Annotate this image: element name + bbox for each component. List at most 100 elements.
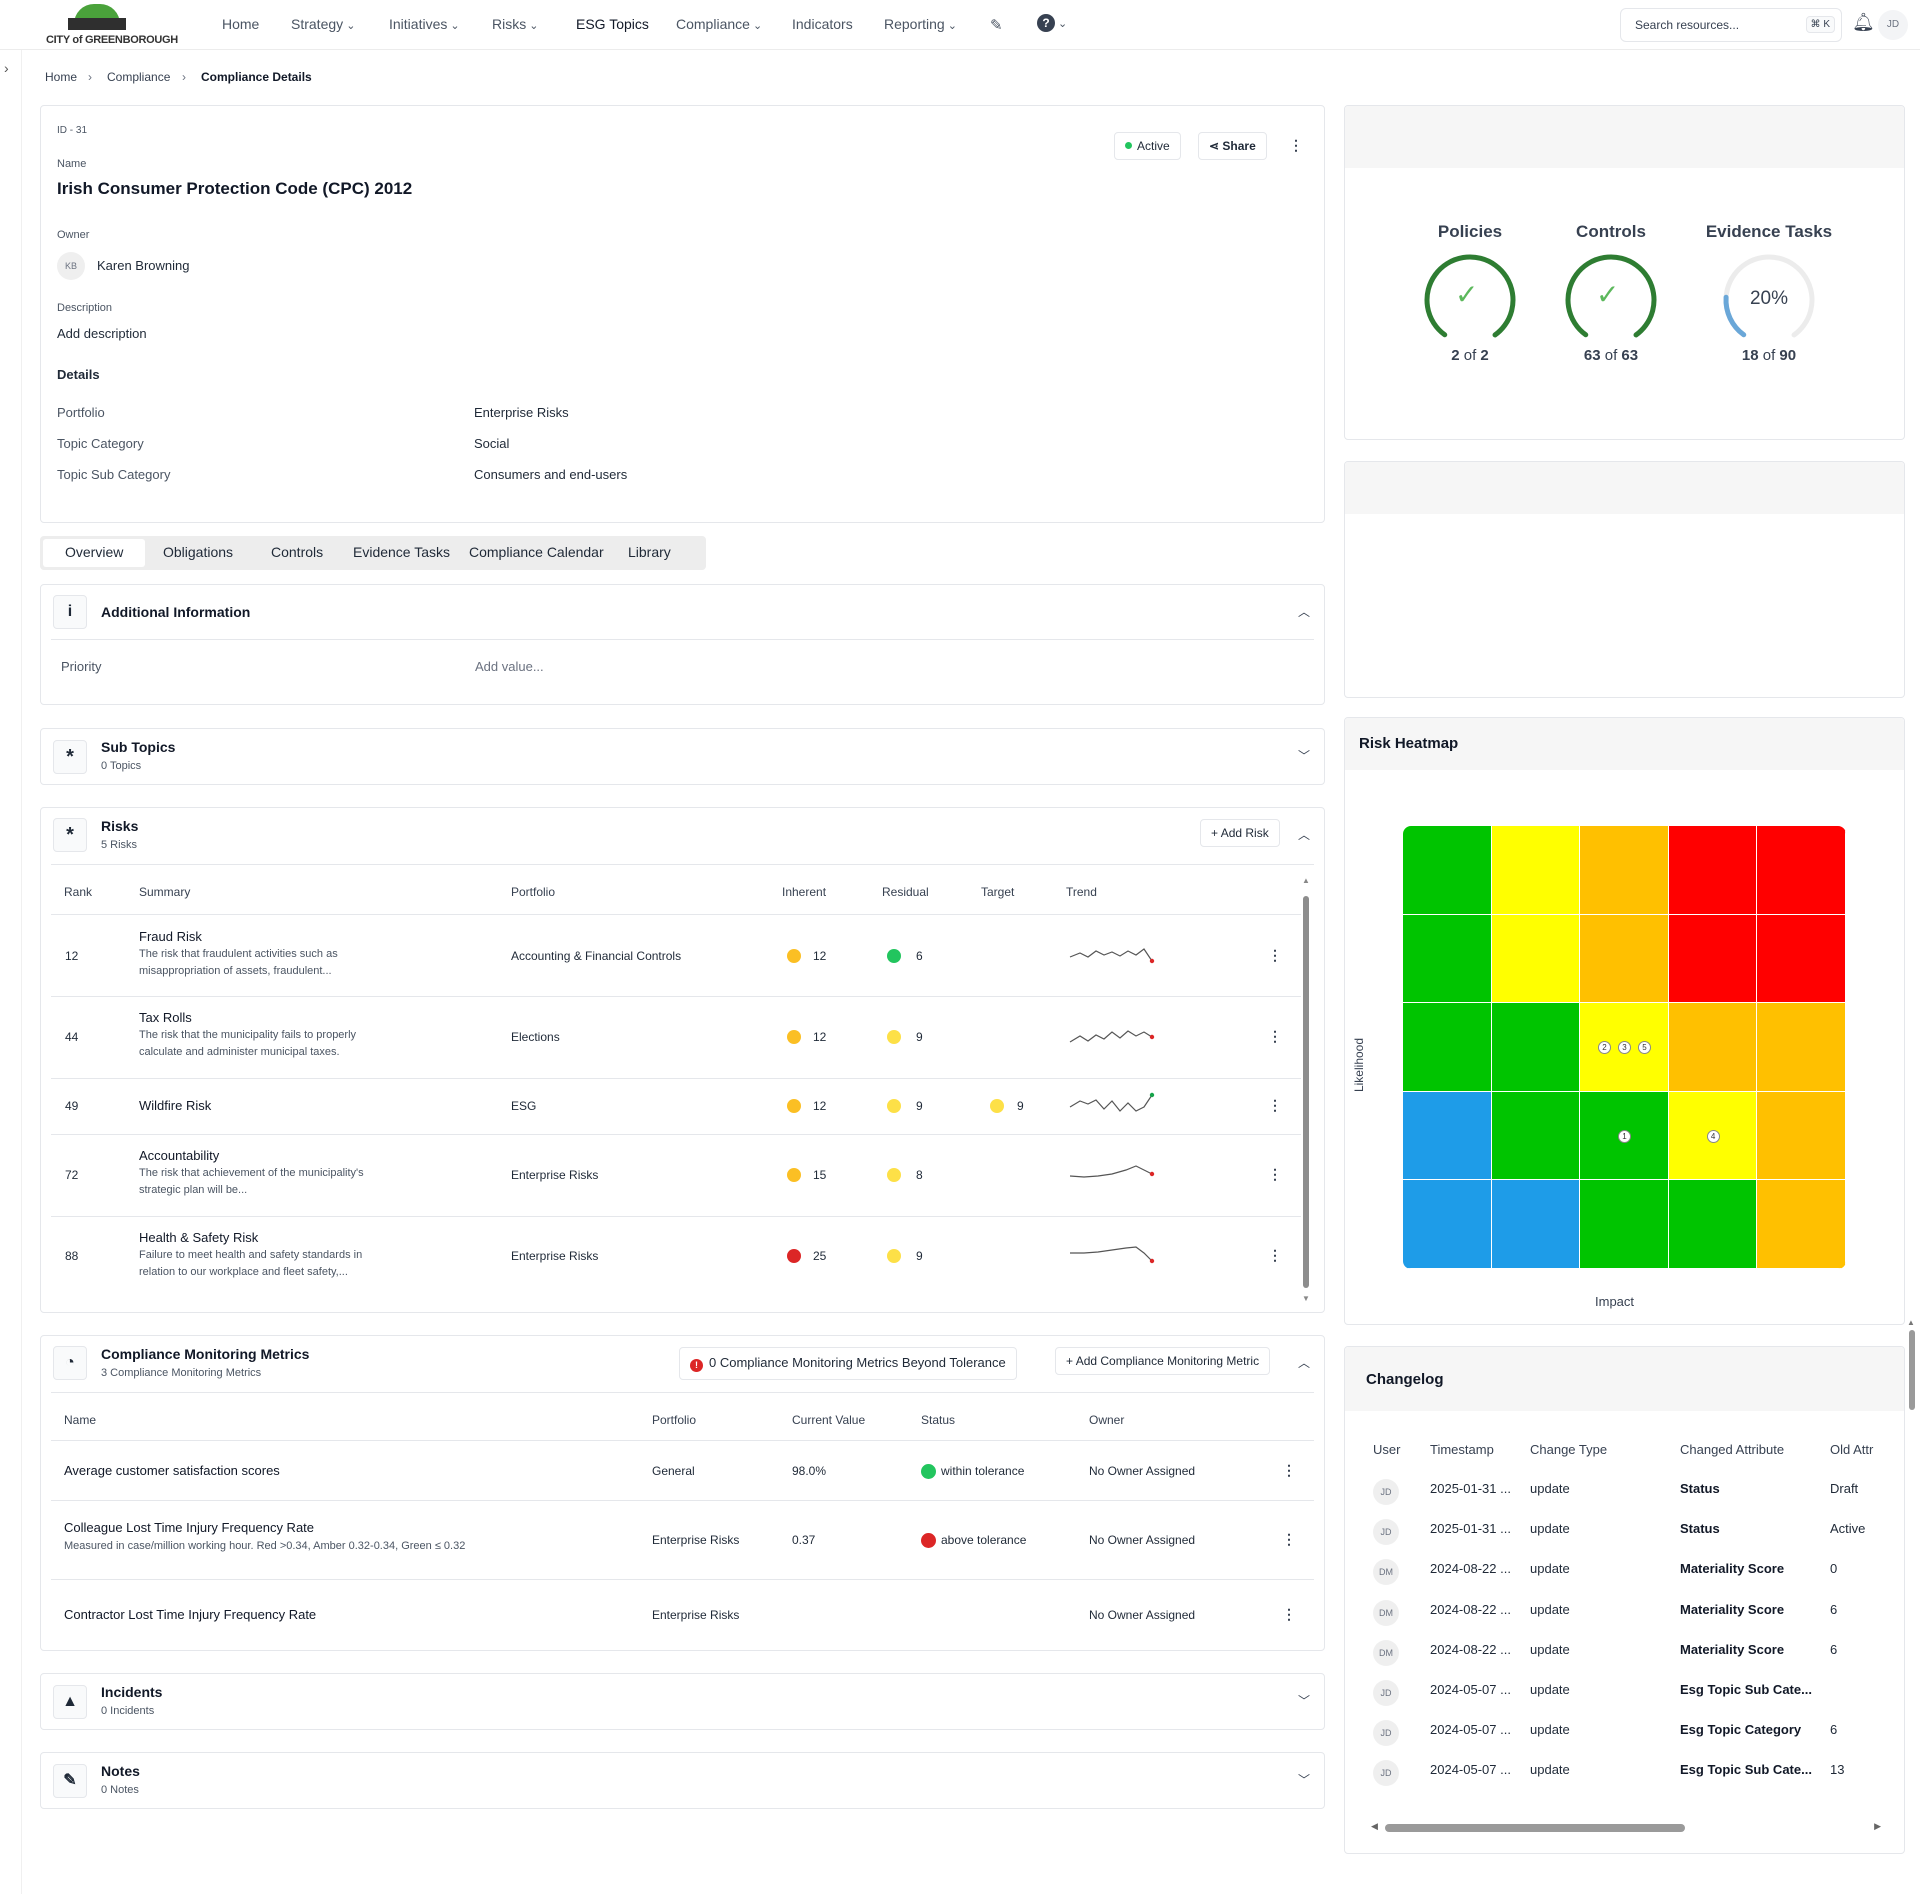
breadcrumb-compliance[interactable]: Compliance [107, 70, 171, 84]
changelog-horizontal-scrollbar[interactable]: ◀ ▶ [1371, 1821, 1881, 1832]
topic-category-value[interactable]: Social [474, 436, 510, 451]
col-summary[interactable]: Summary [139, 885, 191, 899]
heatmap-cell[interactable] [1491, 1180, 1581, 1269]
heatmap-cell[interactable] [1668, 826, 1758, 915]
heatmap-cell[interactable] [1668, 1180, 1758, 1269]
col-portfolio[interactable]: Portfolio [652, 1413, 697, 1427]
metric-owner[interactable]: No Owner Assigned [1089, 1532, 1196, 1547]
heatmap-cell[interactable] [1757, 914, 1846, 1004]
metric-owner[interactable]: No Owner Assigned [1089, 1607, 1196, 1622]
nav-risks[interactable]: Risks [492, 16, 539, 32]
col-name[interactable]: Name [64, 1413, 97, 1427]
chevron-down-icon[interactable]: ﹀ [1297, 749, 1310, 763]
heatmap-cell[interactable] [1757, 826, 1846, 915]
owner-name[interactable]: Karen Browning [97, 258, 190, 273]
nav-initiatives[interactable]: Initiatives [389, 16, 460, 32]
add-risk-button[interactable]: + Add Risk [1200, 819, 1280, 847]
metric-owner[interactable]: No Owner Assigned [1089, 1463, 1196, 1478]
risk-marker[interactable]: 4 [1706, 1129, 1720, 1143]
tab-overview[interactable]: Overview [43, 539, 146, 567]
table-scrollbar[interactable]: ▲ ▼ [1302, 876, 1310, 1303]
col-residual[interactable]: Residual [882, 885, 929, 899]
chevron-up-icon[interactable]: ︿ [1297, 828, 1310, 842]
heatmap-cell[interactable] [1668, 914, 1758, 1004]
heatmap-cell[interactable] [1403, 1003, 1492, 1092]
add-metric-button[interactable]: + Add Compliance Monitoring Metric [1055, 1347, 1271, 1375]
chevron-up-icon[interactable]: ︿ [1297, 605, 1310, 619]
user-avatar[interactable]: JD [1878, 10, 1908, 40]
col-portfolio[interactable]: Portfolio [511, 885, 556, 899]
col-trend[interactable]: Trend [1066, 885, 1097, 899]
col-old-attribute[interactable]: Old Attr [1830, 1442, 1874, 1457]
breadcrumb-home[interactable]: Home [45, 70, 78, 84]
col-changed-attribute[interactable]: Changed Attribute [1680, 1442, 1785, 1457]
section-title[interactable]: Compliance Monitoring Metrics [101, 1346, 310, 1362]
priority-input[interactable]: Add value... [475, 659, 544, 674]
heatmap-cell[interactable] [1757, 1003, 1846, 1092]
row-more-options-icon[interactable]: ⋮ [1282, 1530, 1296, 1547]
nav-compliance[interactable]: Compliance [676, 16, 762, 32]
section-title[interactable]: Risks [101, 818, 139, 834]
tab-compliance-calendar[interactable]: Compliance Calendar [469, 544, 604, 560]
section-title[interactable]: Notes [101, 1763, 140, 1779]
risk-marker[interactable]: 2 [1598, 1041, 1611, 1054]
col-change-type[interactable]: Change Type [1530, 1442, 1608, 1457]
heatmap-cell[interactable] [1757, 1180, 1846, 1269]
col-status[interactable]: Status [921, 1413, 956, 1427]
nav-esg-topics[interactable]: ESG Topics [576, 16, 649, 32]
col-inherent[interactable]: Inherent [782, 885, 827, 899]
row-more-options-icon[interactable]: ⋮ [1282, 1605, 1296, 1622]
section-title[interactable]: Incidents [101, 1684, 163, 1700]
beyond-tolerance-filter[interactable]: ! 0 Compliance Monitoring Metrics Beyond … [679, 1347, 1017, 1380]
risk-title[interactable]: Accountability [139, 1148, 220, 1163]
risk-title[interactable]: Wildfire Risk [139, 1098, 212, 1113]
heatmap-cell[interactable] [1403, 914, 1492, 1004]
tab-library[interactable]: Library [628, 544, 671, 560]
chevron-down-icon[interactable]: ﹀ [1297, 1773, 1310, 1787]
tab-obligations[interactable]: Obligations [163, 544, 234, 560]
tab-controls[interactable]: Controls [271, 544, 324, 560]
row-more-options-icon[interactable]: ⋮ [1268, 946, 1282, 963]
share-button[interactable]: ⋖ Share [1198, 132, 1267, 160]
page-vertical-scrollbar[interactable]: ▲ [1907, 1318, 1917, 1418]
heatmap-cell[interactable] [1580, 914, 1669, 1004]
heatmap-cell[interactable] [1668, 1003, 1758, 1092]
risk-marker[interactable]: 3 [1618, 1041, 1631, 1054]
metric-name[interactable]: Contractor Lost Time Injury Frequency Ra… [64, 1606, 317, 1622]
col-user[interactable]: User [1373, 1442, 1401, 1457]
search-input[interactable]: Search resources... ⌘ K [1620, 8, 1842, 42]
metric-name[interactable]: Colleague Lost Time Injury Frequency Rat… [64, 1520, 315, 1535]
heatmap-cell[interactable] [1491, 1091, 1581, 1181]
nav-indicators[interactable]: Indicators [792, 16, 853, 32]
expand-sidebar-chevron-icon[interactable]: › [4, 60, 9, 76]
compliance-name[interactable]: Irish Consumer Protection Code (CPC) 201… [57, 179, 413, 198]
col-rank[interactable]: Rank [64, 885, 93, 899]
risk-marker[interactable]: 1 [1618, 1129, 1631, 1143]
risk-title[interactable]: Health & Safety Risk [139, 1230, 259, 1245]
col-timestamp[interactable]: Timestamp [1430, 1442, 1494, 1457]
nav-strategy[interactable]: Strategy [291, 16, 355, 32]
chevron-down-icon[interactable]: ﹀ [1297, 1694, 1310, 1708]
heatmap-cell[interactable] [1491, 826, 1581, 915]
row-more-options-icon[interactable]: ⋮ [1268, 1166, 1282, 1182]
row-more-options-icon[interactable]: ⋮ [1268, 1028, 1282, 1044]
chevron-up-icon[interactable]: ︿ [1297, 1356, 1310, 1370]
portfolio-value[interactable]: Enterprise Risks [474, 405, 569, 420]
magic-wand-icon[interactable]: ✎ [990, 17, 1003, 34]
heatmap-cell[interactable] [1403, 1091, 1492, 1181]
heatmap-cell[interactable] [1580, 1180, 1669, 1269]
heatmap-cell[interactable] [1491, 1003, 1581, 1092]
col-current-value[interactable]: Current Value [792, 1413, 866, 1427]
row-more-options-icon[interactable]: ⋮ [1268, 1097, 1282, 1113]
risk-title[interactable]: Fraud Risk [139, 929, 202, 944]
city-logo[interactable]: CITY of GREENBOROUGH [46, 4, 178, 46]
heatmap-cell[interactable] [1403, 1180, 1492, 1269]
status-active-button[interactable]: Active [1114, 132, 1181, 160]
heatmap-cell[interactable] [1491, 914, 1581, 1004]
notification-bell-icon[interactable]: 🔔︎ [1852, 12, 1875, 32]
metric-name[interactable]: Average customer satisfaction scores [64, 1462, 280, 1478]
nav-home[interactable]: Home [222, 16, 260, 32]
tab-evidence-tasks[interactable]: Evidence Tasks [353, 544, 451, 560]
risk-title[interactable]: Tax Rolls [139, 1010, 192, 1025]
